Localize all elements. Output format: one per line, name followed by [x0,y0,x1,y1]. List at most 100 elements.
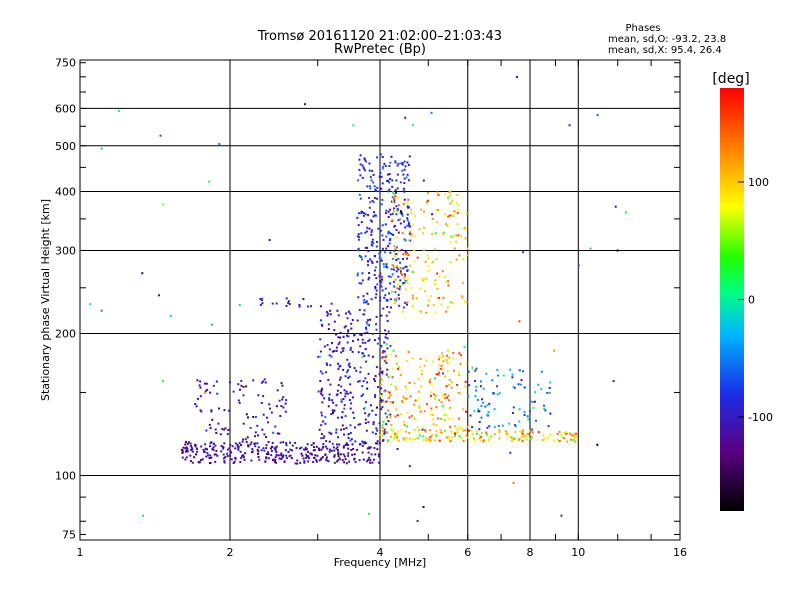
data-point [569,438,572,441]
data-point [404,226,407,229]
data-point [319,319,322,322]
data-point [397,257,400,260]
data-point [478,421,481,423]
data-point [393,249,396,252]
data-point [389,394,392,397]
data-point [195,405,198,408]
data-point [432,360,435,363]
data-point [407,221,410,224]
data-point [517,438,520,441]
data-point [422,435,425,438]
data-point [384,223,387,226]
data-point [240,444,242,446]
data-point [410,287,413,289]
data-point [427,299,430,302]
data-point [100,147,103,150]
data-point [509,451,512,454]
data-point [361,440,364,443]
data-point [449,440,452,443]
data-point [199,395,202,398]
data-point [396,414,399,417]
data-point [403,190,406,193]
data-point [253,443,256,445]
data-point [547,436,550,439]
data-point [386,305,389,308]
data-point [389,393,392,396]
data-point [549,412,552,415]
data-point [486,413,489,416]
data-point [402,267,405,270]
data-point [553,439,556,442]
data-point [367,319,369,322]
x-tick-label: 16 [673,546,687,559]
data-point [531,428,534,431]
data-point [379,367,382,370]
data-point [364,406,367,409]
data-point [401,162,404,165]
data-point [447,215,450,218]
data-point [399,181,402,184]
data-point [218,407,220,410]
data-point [406,425,408,428]
data-point [369,219,372,222]
data-point [322,437,325,440]
data-point [203,451,206,453]
data-point [390,268,393,271]
data-point [429,381,431,384]
data-point [341,347,344,350]
data-point [318,447,321,450]
data-point [408,432,411,434]
data-point [370,233,373,236]
data-point [396,173,399,176]
data-point [542,434,545,437]
data-point [337,436,339,439]
data-point [387,330,390,333]
data-point [352,448,355,450]
data-point [364,341,367,344]
data-point [407,223,410,226]
data-point [306,305,309,308]
data-point [386,337,389,340]
data-point [368,169,371,172]
data-point [405,265,408,268]
data-point [406,282,409,285]
data-point [446,224,449,227]
data-point [310,444,313,447]
data-point [361,356,364,359]
data-point [402,310,405,313]
data-point [162,380,164,383]
data-point [364,255,367,258]
data-point [363,355,366,357]
data-point [438,355,441,358]
data-point [403,397,406,400]
data-point [498,429,501,432]
data-point [294,441,297,444]
data-point [509,368,512,371]
data-point [291,444,294,447]
data-point [462,281,464,284]
data-point [386,320,389,322]
data-point [485,372,488,375]
data-point [511,412,514,414]
data-point [274,459,277,462]
data-point [392,210,395,213]
data-point [488,438,491,441]
data-point [429,378,432,381]
data-point [347,454,350,457]
data-point [343,389,346,392]
data-point [381,198,384,201]
data-point [340,400,343,403]
data-point [241,440,244,443]
data-point [354,461,357,463]
data-point [399,413,402,416]
data-point [385,314,388,317]
x-tick-label: 6 [464,546,471,559]
data-point [267,441,270,443]
data-point [374,393,377,396]
data-point [410,208,413,211]
data-point [204,390,207,393]
data-point [226,433,229,436]
data-point [427,438,430,441]
data-point [211,418,214,421]
